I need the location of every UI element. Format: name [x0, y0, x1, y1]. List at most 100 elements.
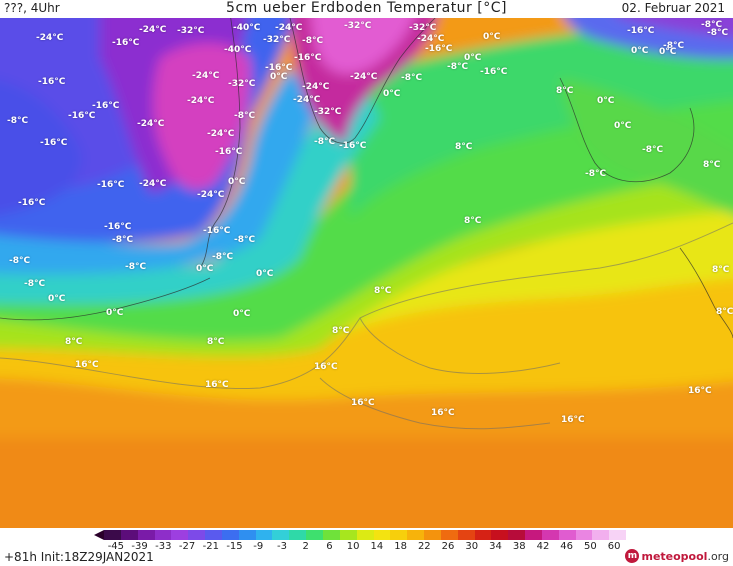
colorbar-tick-label: 14	[370, 541, 384, 552]
label-neg24: -24°C	[207, 129, 235, 139]
colorbar-tick-label: -39	[131, 541, 148, 552]
colorbar-tick-label: 6	[326, 541, 333, 552]
colorbar-tick-label: -21	[202, 541, 219, 552]
label-0: 0°C	[659, 47, 677, 57]
label-8: 8°C	[207, 337, 225, 347]
label-neg32: -32°C	[344, 21, 372, 31]
label-neg16: -16°C	[18, 198, 46, 208]
label-neg24: -24°C	[139, 179, 167, 189]
label-neg8: -8°C	[401, 73, 423, 83]
label-neg24: -24°C	[187, 96, 215, 106]
colorbar-tick-label: -45	[107, 541, 125, 552]
label-8: 8°C	[556, 86, 574, 96]
label-0: 0°C	[464, 53, 482, 63]
label-neg8: -8°C	[314, 137, 336, 147]
colorbar-segment	[137, 530, 155, 540]
label-neg16: -16°C	[480, 67, 508, 77]
label-neg32: -32°C	[314, 107, 342, 117]
label-neg16: -16°C	[203, 226, 231, 236]
colorbar-segment	[491, 530, 509, 540]
temperature-colorbar	[94, 530, 627, 540]
label-neg32: -32°C	[228, 79, 256, 89]
colorbar-segment	[575, 530, 593, 540]
label-neg16: -16°C	[97, 180, 125, 190]
label-8: 8°C	[703, 160, 721, 170]
colorbar-segment	[592, 530, 610, 540]
label-neg24: -24°C	[139, 25, 167, 35]
label-neg16: -16°C	[215, 147, 243, 157]
label-0: 0°C	[597, 96, 615, 106]
header-date: 02. Februar 2021	[621, 1, 725, 15]
map-title: 5cm ueber Erdboden Temperatur [°C]	[226, 0, 507, 16]
colorbar-tick-label: 46	[560, 541, 574, 552]
colorbar-segment	[609, 530, 627, 540]
colorbar-segment	[373, 530, 391, 540]
colorbar-tick-label: 18	[394, 541, 407, 552]
colorbar-tip	[94, 530, 104, 540]
label-neg24: -24°C	[293, 95, 321, 105]
colorbar-tick-label: 26	[441, 541, 455, 552]
colorbar-tick-label: -33	[155, 541, 172, 552]
label-neg8: -8°C	[234, 235, 256, 245]
label-neg16: -16°C	[112, 38, 140, 48]
label-0: 0°C	[631, 46, 649, 56]
label-8: 8°C	[716, 307, 733, 317]
label-neg16: -16°C	[294, 53, 322, 63]
label-0: 0°C	[256, 269, 274, 279]
label-neg24: -24°C	[350, 72, 378, 82]
label-16: 16°C	[75, 360, 99, 370]
colorbar-segment	[508, 530, 526, 540]
meteopool-logo[interactable]: m meteopool.org	[625, 548, 729, 564]
label-neg24: -24°C	[197, 190, 225, 200]
colorbar-tick-label: 38	[512, 541, 526, 552]
colorbar-segment	[238, 530, 256, 540]
colorbar-segment	[221, 530, 239, 540]
colorbar-segment	[255, 530, 273, 540]
colorbar-segment	[120, 530, 138, 540]
colorbar-tick-label: 10	[346, 541, 360, 552]
label-0: 0°C	[383, 89, 401, 99]
label-0: 0°C	[614, 121, 632, 131]
label-neg16: -16°C	[92, 101, 120, 111]
colorbar-tick-label: 60	[607, 541, 621, 552]
colorbar-segment	[306, 530, 323, 540]
colorbar-segment	[188, 530, 206, 540]
colorbar-segment	[558, 530, 576, 540]
map-header: ???, 4Uhr 5cm ueber Erdboden Temperatur …	[0, 0, 733, 18]
label-neg16: -16°C	[40, 138, 68, 148]
colorbar-segment	[541, 530, 559, 540]
logo-tld: .org	[707, 549, 729, 563]
label-neg16: -16°C	[104, 222, 132, 232]
colorbar-segment	[339, 530, 357, 540]
label-neg32: -32°C	[409, 23, 437, 33]
colorbar-tick-label: 42	[536, 541, 550, 552]
label-16: 16°C	[561, 415, 585, 425]
label-0: 0°C	[196, 264, 214, 274]
colorbar-segment	[171, 530, 189, 540]
colorbar-segment	[322, 530, 340, 540]
label-neg8: -8°C	[642, 145, 664, 155]
colorbar-segment	[356, 530, 374, 540]
label-neg8: -8°C	[125, 262, 147, 272]
colorbar-tick-label: -15	[226, 541, 243, 552]
label-0: 0°C	[106, 308, 124, 318]
label-neg8: -8°C	[9, 256, 31, 266]
label-0: 0°C	[48, 294, 66, 304]
colorbar-segment	[424, 530, 441, 540]
label-neg8: -8°C	[663, 41, 685, 51]
colorbar-tick-label: -9	[253, 541, 264, 552]
label-neg8: -8°C	[7, 116, 29, 126]
colorbar-tick-label: -27	[178, 541, 196, 552]
label-8: 8°C	[374, 286, 392, 296]
label-8: 8°C	[332, 326, 350, 336]
colorbar-segment	[407, 530, 425, 540]
forecast-init: +81h Init:18Z29JAN2021	[4, 550, 154, 564]
colorbar-tick-label: -3	[276, 541, 287, 552]
label-16: 16°C	[314, 362, 338, 372]
colorbar-segment	[272, 530, 290, 540]
label-neg8: -8°C	[212, 252, 234, 262]
colorbar-tick-label: 22	[417, 541, 431, 552]
label-16: 16°C	[205, 380, 229, 390]
colorbar-segment	[205, 530, 222, 540]
colorbar-segment	[154, 530, 172, 540]
